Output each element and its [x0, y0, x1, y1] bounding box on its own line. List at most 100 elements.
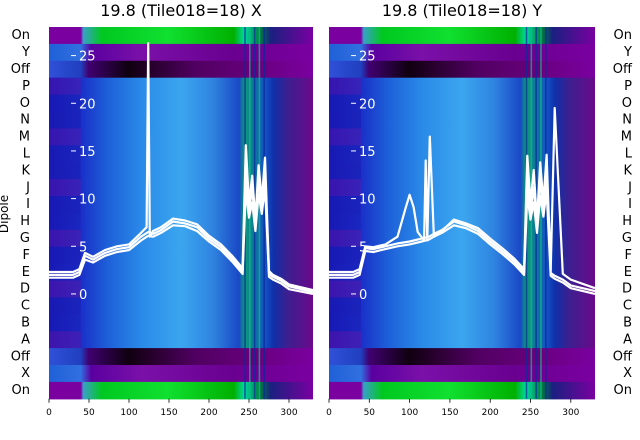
- heatmap-row: [329, 246, 595, 265]
- heatmap-cell: [49, 77, 81, 96]
- y-tick-label: 25: [359, 50, 376, 65]
- heatmap-row: [49, 331, 313, 349]
- dipole-label: I: [628, 197, 632, 212]
- heatmap-cell: [49, 246, 81, 265]
- heatmap-row: [329, 27, 595, 45]
- y-axis-label: Dipole: [0, 195, 11, 233]
- dipole-label: Off: [613, 349, 633, 364]
- heatmap-cell: [329, 145, 361, 163]
- heatmap-cell: [49, 229, 81, 248]
- y-tick-label: 5: [79, 240, 87, 255]
- heatmap-cell: [329, 297, 361, 315]
- heatmap-row: [329, 162, 595, 180]
- dipole-label: On: [12, 28, 30, 43]
- dipole-label: N: [622, 113, 632, 128]
- heatmap-row: [329, 365, 595, 383]
- heatmap-streak: [545, 27, 547, 399]
- x-tick-label: 300: [280, 408, 297, 418]
- x-tick-label: 250: [240, 408, 257, 418]
- heatmap-row: [329, 229, 595, 248]
- dipole-label: J: [25, 180, 30, 195]
- heatmap-row: [49, 365, 313, 383]
- heatmap-row: [329, 314, 595, 332]
- dipole-label: Y: [21, 45, 30, 60]
- heatmap-row: [49, 280, 313, 298]
- heatmap-cell: [49, 314, 81, 332]
- dipole-label: N: [20, 113, 30, 128]
- dipole-label: D: [20, 282, 30, 297]
- heatmap-row: [49, 263, 313, 282]
- x-tick-label: 200: [482, 408, 499, 418]
- dipole-label: C: [21, 299, 30, 314]
- dipole-label: C: [623, 299, 632, 314]
- chart-title: 19.8 (Tile018=18) Y: [382, 1, 543, 20]
- heatmap-cell: [329, 162, 361, 180]
- heatmap-row: [49, 43, 313, 62]
- heatmap-row: [329, 94, 595, 113]
- heatmap-row: [329, 381, 595, 400]
- heatmap-cell: [49, 179, 81, 197]
- heatmap-cell: [49, 162, 81, 180]
- dipole-label: K: [21, 163, 30, 178]
- heatmap-row: [49, 348, 313, 366]
- y-tick-label: 5: [359, 240, 367, 255]
- dipole-label: X: [623, 366, 632, 381]
- heatmap-row: [329, 128, 595, 146]
- heatmap-row: [49, 27, 313, 45]
- y-tick-label: 20: [79, 97, 96, 112]
- heatmap-cell: [49, 280, 81, 298]
- dipole-label: O: [622, 96, 632, 111]
- dipole-label: A: [623, 332, 632, 347]
- dipole-label: On: [614, 28, 632, 43]
- y-tick-label: 15: [79, 145, 96, 160]
- heatmap-cell: [329, 246, 361, 265]
- series-line: [329, 172, 596, 293]
- heatmap-row: [49, 212, 313, 231]
- heatmap-cell: [49, 196, 81, 214]
- dipole-label: L: [625, 147, 633, 162]
- x-tick-label: 50: [83, 408, 95, 418]
- x-tick-label: 100: [401, 408, 418, 418]
- dipole-label: Off: [11, 62, 31, 77]
- series-line: [49, 167, 314, 294]
- heatmap-row: [49, 162, 313, 180]
- heatmap-cell: [49, 212, 81, 231]
- heatmap-row: [329, 297, 595, 315]
- dipole-label: Off: [613, 62, 633, 77]
- x-tick-label: 200: [200, 408, 217, 418]
- x-tick-label: 50: [364, 408, 376, 418]
- heatmap-cell: [49, 111, 81, 129]
- heatmap-cell: [49, 297, 81, 315]
- series-line: [49, 186, 314, 295]
- dipole-label: H: [622, 214, 632, 229]
- heatmap-cell: [329, 331, 361, 349]
- heatmap-cell: [329, 77, 361, 96]
- dipole-label: H: [20, 214, 30, 229]
- series-line: [329, 189, 596, 295]
- heatmap-cell: [49, 128, 81, 146]
- heatmap-cell: [329, 196, 361, 214]
- y-tick-label: 10: [79, 193, 96, 208]
- dipole-label: F: [23, 248, 30, 263]
- heatmap-row: [329, 263, 595, 282]
- dipole-label: I: [26, 197, 30, 212]
- heatmap-row: [49, 111, 313, 129]
- dipole-label: B: [21, 316, 30, 331]
- heatmap-row: [329, 111, 595, 129]
- dipole-label: On: [614, 383, 632, 398]
- heatmap-cell: [329, 111, 361, 129]
- heatmap-row: [49, 246, 313, 265]
- dipole-label: E: [22, 265, 30, 280]
- x-tick-label: 300: [562, 408, 579, 418]
- heatmap-row: [49, 94, 313, 113]
- y-tick-label: 20: [359, 97, 376, 112]
- y-tick-label: 10: [359, 193, 376, 208]
- x-tick-label: 250: [522, 408, 539, 418]
- heatmap-row: [329, 43, 595, 62]
- heatmap-row: [329, 348, 595, 366]
- dipole-label: O: [20, 96, 30, 111]
- heatmap-row: [49, 77, 313, 96]
- heatmap-row: [49, 314, 313, 332]
- heatmap-streak: [540, 27, 542, 399]
